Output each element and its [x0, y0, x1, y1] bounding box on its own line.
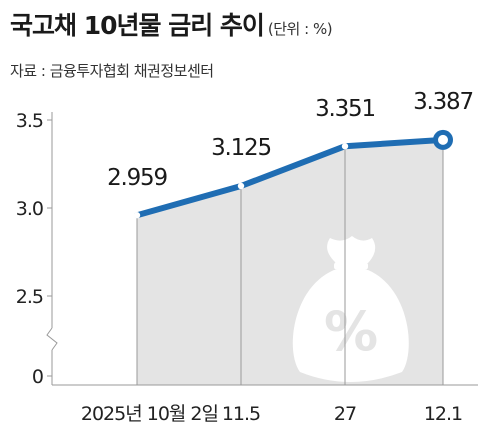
data-label: 2.959: [107, 165, 167, 191]
bag-body: [292, 270, 409, 382]
percent-glyph: %: [324, 300, 378, 363]
x-tick-label: 27: [334, 403, 356, 425]
source-note: 자료 : 금융투자협회 채권정보센터: [10, 62, 214, 80]
bag-top: [327, 236, 376, 263]
y-tick-label: 3.0: [16, 198, 43, 220]
unit-label: (단위 : %): [267, 20, 333, 38]
bag-tie: [334, 262, 368, 270]
x-tick-label: 11.5: [222, 403, 260, 425]
data-label: 3.125: [211, 135, 271, 161]
y-tick-label: 3.5: [16, 110, 43, 132]
data-label: 3.351: [315, 96, 375, 122]
data-point-marker-inner: [438, 134, 448, 145]
data-point-marker: [133, 212, 141, 219]
data-label: 3.387: [413, 89, 473, 115]
y-tick-label: 0: [32, 366, 43, 388]
data-point-marker: [341, 143, 349, 150]
x-tick-label: 12.1: [424, 403, 462, 425]
data-point-marker: [237, 182, 245, 190]
axis-break: [46, 327, 58, 351]
chart-title-text: 국고채 10년물 금리 추이: [10, 11, 265, 40]
chart-title: 국고채 10년물 금리 추이 (단위 : %): [10, 6, 333, 42]
y-tick-label: 2.5: [16, 286, 43, 308]
series-line: [134, 136, 446, 219]
money-bag-percent-icon: %: [292, 236, 409, 382]
x-tick-label: 2025년 10월 2일: [81, 403, 218, 425]
